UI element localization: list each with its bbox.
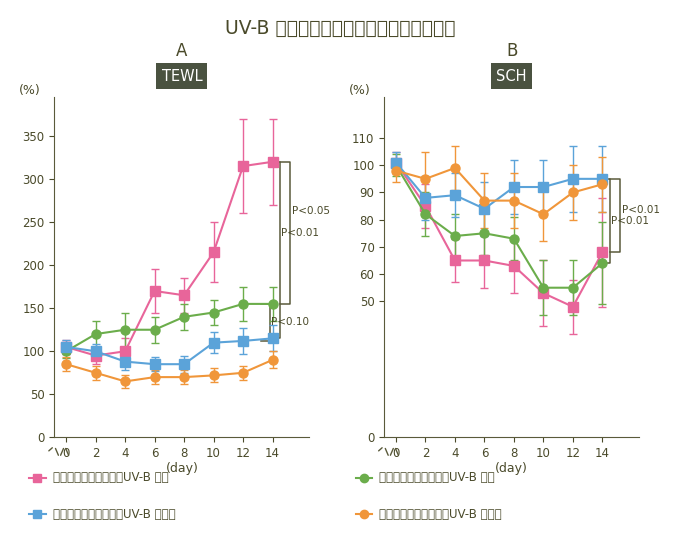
Text: TEWL: TEWL (162, 69, 202, 84)
Text: P<0.01: P<0.01 (611, 216, 649, 226)
Text: SCH: SCH (496, 69, 527, 84)
Text: オメガ３欠乏マウス・UV-B 非処理: オメガ３欠乏マウス・UV-B 非処理 (53, 508, 175, 521)
Text: UV-B 照射に伴うマウス角層水分量の変化: UV-B 照射に伴うマウス角層水分量の変化 (225, 19, 455, 38)
Text: オメガ３欠乏マウス・UV-B 処理: オメガ３欠乏マウス・UV-B 処理 (53, 471, 169, 484)
Text: (%): (%) (18, 84, 40, 97)
Text: A: A (176, 42, 188, 60)
Text: オメガ３適量マウス・UV-B 処理: オメガ３適量マウス・UV-B 処理 (379, 471, 495, 484)
X-axis label: (day): (day) (495, 462, 528, 475)
Text: オメガ３適量マウス・UV-B 非処理: オメガ３適量マウス・UV-B 非処理 (379, 508, 502, 521)
Text: P<0.01: P<0.01 (282, 228, 320, 238)
Text: P<0.01: P<0.01 (622, 205, 660, 215)
Text: (%): (%) (348, 84, 370, 97)
Text: P<0.10: P<0.10 (271, 318, 309, 327)
Text: P<0.05: P<0.05 (292, 206, 330, 217)
X-axis label: (day): (day) (165, 462, 199, 475)
Text: B: B (506, 42, 517, 60)
